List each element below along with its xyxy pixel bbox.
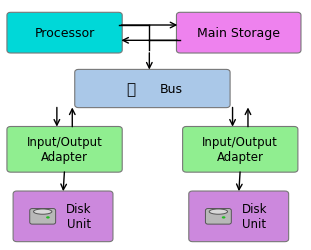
Ellipse shape	[222, 216, 225, 219]
FancyBboxPatch shape	[30, 209, 56, 224]
Text: Input/Output
Adapter: Input/Output Adapter	[27, 136, 103, 164]
Ellipse shape	[46, 216, 50, 219]
Text: Main Storage: Main Storage	[197, 27, 280, 40]
FancyBboxPatch shape	[183, 127, 298, 172]
FancyBboxPatch shape	[176, 13, 301, 54]
Text: Disk
Unit: Disk Unit	[66, 202, 91, 230]
FancyBboxPatch shape	[189, 191, 289, 242]
Text: 🚌: 🚌	[126, 82, 135, 96]
Ellipse shape	[209, 209, 228, 214]
FancyBboxPatch shape	[13, 191, 113, 242]
FancyBboxPatch shape	[206, 209, 231, 224]
Text: Bus: Bus	[160, 83, 183, 96]
FancyBboxPatch shape	[75, 70, 230, 108]
FancyBboxPatch shape	[7, 13, 122, 54]
Text: Input/Output
Adapter: Input/Output Adapter	[202, 136, 278, 164]
FancyBboxPatch shape	[7, 127, 122, 172]
Ellipse shape	[34, 209, 52, 214]
Text: Disk
Unit: Disk Unit	[242, 202, 267, 230]
Text: Processor: Processor	[35, 27, 95, 40]
